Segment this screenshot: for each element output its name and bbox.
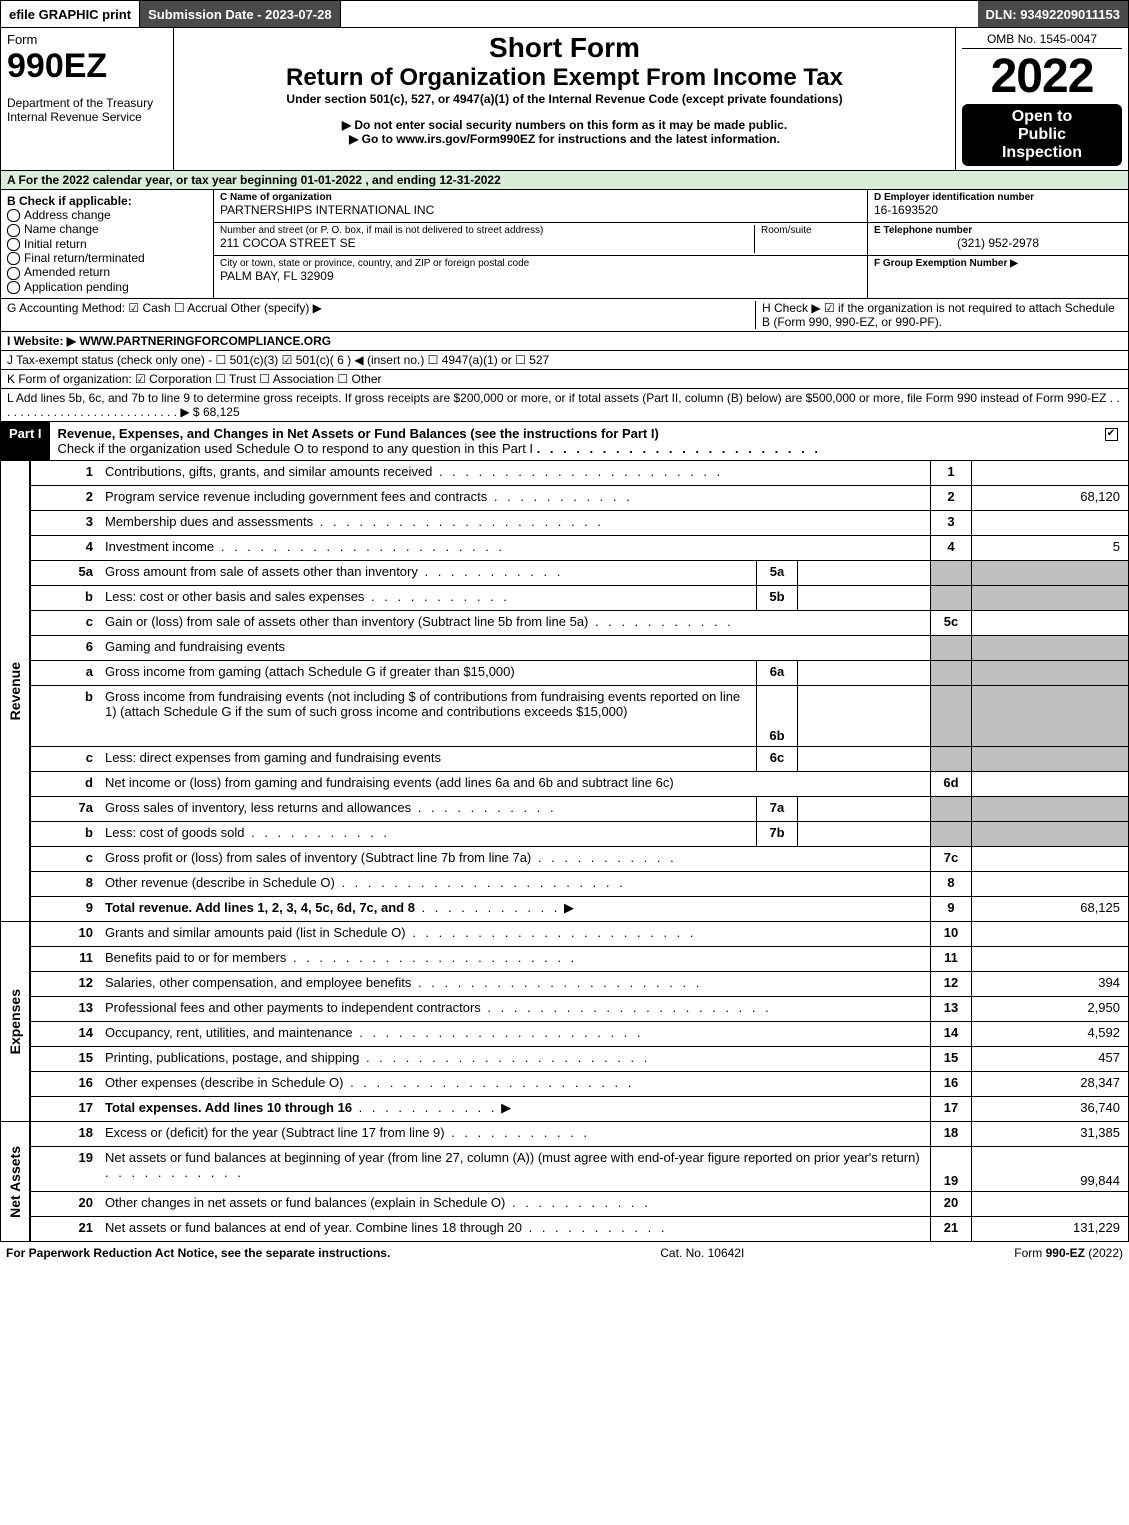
phone-value: (321) 952-2978	[874, 236, 1122, 250]
line-7b: b Less: cost of goods sold 7b	[31, 822, 1128, 847]
line-4: 4 Investment income 4 5	[31, 536, 1128, 561]
line-20: 20 Other changes in net assets or fund b…	[31, 1192, 1128, 1217]
org-name: PARTNERSHIPS INTERNATIONAL INC	[220, 203, 861, 217]
section-a-tax-year: A For the 2022 calendar year, or tax yea…	[0, 171, 1129, 190]
phone-label: E Telephone number	[874, 225, 1122, 236]
gross-receipts: L Add lines 5b, 6c, and 7b to line 9 to …	[0, 389, 1129, 422]
line-2: 2 Program service revenue including gove…	[31, 486, 1128, 511]
street-label: Number and street (or P. O. box, if mail…	[220, 225, 754, 236]
line-6d: d Net income or (loss) from gaming and f…	[31, 772, 1128, 797]
line-8: 8 Other revenue (describe in Schedule O)…	[31, 872, 1128, 897]
chk-final-return[interactable]: Final return/terminated	[24, 251, 145, 265]
footer-right: Form 990-EZ (2022)	[1014, 1246, 1123, 1260]
footer-left: For Paperwork Reduction Act Notice, see …	[6, 1246, 390, 1260]
form-number: 990EZ	[7, 47, 167, 86]
line-5c: c Gain or (loss) from sale of assets oth…	[31, 611, 1128, 636]
net-assets-side-label: Net Assets	[0, 1122, 30, 1242]
title-short-form: Short Form	[180, 32, 949, 64]
title-return: Return of Organization Exempt From Incom…	[180, 64, 949, 92]
line-9: 9 Total revenue. Add lines 1, 2, 3, 4, 5…	[31, 897, 1128, 922]
page-footer: For Paperwork Reduction Act Notice, see …	[0, 1242, 1129, 1264]
line-1: 1 Contributions, gifts, grants, and simi…	[31, 461, 1128, 486]
line-3: 3 Membership dues and assessments 3	[31, 511, 1128, 536]
tax-year: 2022	[962, 49, 1122, 104]
box-def: D Employer identification number 16-1693…	[868, 190, 1128, 298]
org-name-label: C Name of organization	[220, 192, 861, 203]
efile-print[interactable]: efile GRAPHIC print	[1, 1, 140, 27]
line-6a: a Gross income from gaming (attach Sched…	[31, 661, 1128, 686]
website-value[interactable]: I Website: ▶ WWW.PARTNERINGFORCOMPLIANCE…	[7, 334, 331, 348]
line-10: 10 Grants and similar amounts paid (list…	[31, 922, 1128, 947]
line-5a: 5a Gross amount from sale of assets othe…	[31, 561, 1128, 586]
chk-amended-return[interactable]: Amended return	[24, 265, 110, 279]
inspection-line2: Public	[966, 126, 1118, 144]
line-18: 18 Excess or (deficit) for the year (Sub…	[31, 1122, 1128, 1147]
line-5b: b Less: cost or other basis and sales ex…	[31, 586, 1128, 611]
line-14: 14 Occupancy, rent, utilities, and maint…	[31, 1022, 1128, 1047]
inspection-line3: Inspection	[966, 144, 1118, 162]
box-c: C Name of organization PARTNERSHIPS INTE…	[214, 190, 868, 298]
room-label: Room/suite	[761, 225, 861, 236]
chk-initial-return[interactable]: Initial return	[24, 237, 87, 251]
street-address: 211 COCOA STREET SE	[220, 236, 754, 250]
goto-link[interactable]: ▶ Go to www.irs.gov/Form990EZ for instru…	[180, 132, 949, 146]
schedule-b-check: H Check ▶ ☑ if the organization is not r…	[755, 301, 1122, 329]
box-b: B Check if applicable: Address change Na…	[1, 190, 214, 298]
part-1-check-text: Check if the organization used Schedule …	[58, 441, 534, 456]
form-header: Form 990EZ Department of the Treasury In…	[0, 28, 1129, 171]
omb-number: OMB No. 1545-0047	[962, 32, 1122, 49]
line-13: 13 Professional fees and other payments …	[31, 997, 1128, 1022]
part-1-title: Revenue, Expenses, and Changes in Net As…	[58, 426, 659, 441]
city-state-zip: PALM BAY, FL 32909	[220, 269, 861, 283]
inspection-line1: Open to	[966, 108, 1118, 126]
subtitle: Under section 501(c), 527, or 4947(a)(1)…	[180, 92, 949, 106]
dln: DLN: 93492209011153	[978, 1, 1128, 27]
part-1-checkbox[interactable]	[1105, 428, 1118, 441]
line-6b: b Gross income from fundraising events (…	[31, 686, 1128, 747]
accounting-method: G Accounting Method: ☑ Cash ☐ Accrual Ot…	[7, 301, 755, 329]
box-b-title: B Check if applicable:	[7, 194, 207, 208]
chk-application-pending[interactable]: Application pending	[24, 280, 129, 294]
line-19: 19 Net assets or fund balances at beginn…	[31, 1147, 1128, 1192]
line-21: 21 Net assets or fund balances at end of…	[31, 1217, 1128, 1242]
chk-name-change[interactable]: Name change	[24, 222, 99, 236]
line-11: 11 Benefits paid to or for members 11	[31, 947, 1128, 972]
submission-date: Submission Date - 2023-07-28	[140, 1, 341, 27]
line-12: 12 Salaries, other compensation, and emp…	[31, 972, 1128, 997]
row-gh: G Accounting Method: ☑ Cash ☐ Accrual Ot…	[0, 299, 1129, 332]
revenue-side-label: Revenue	[0, 461, 30, 922]
department: Department of the Treasury Internal Reve…	[7, 96, 167, 124]
form-label: Form	[7, 32, 167, 47]
expenses-side-label: Expenses	[0, 922, 30, 1122]
form-of-organization: K Form of organization: ☑ Corporation ☐ …	[0, 370, 1129, 389]
open-to-public: Open to Public Inspection	[962, 104, 1122, 166]
city-label: City or town, state or province, country…	[220, 258, 861, 269]
website-row: I Website: ▶ WWW.PARTNERINGFORCOMPLIANCE…	[0, 332, 1129, 351]
line-16: 16 Other expenses (describe in Schedule …	[31, 1072, 1128, 1097]
ein-value: 16-1693520	[874, 203, 1122, 217]
ein-label: D Employer identification number	[874, 192, 1122, 203]
line-17: 17 Total expenses. Add lines 10 through …	[31, 1097, 1128, 1122]
top-bar: efile GRAPHIC print Submission Date - 20…	[0, 0, 1129, 28]
line-6: 6 Gaming and fundraising events	[31, 636, 1128, 661]
chk-address-change[interactable]: Address change	[24, 208, 111, 222]
part-1-label: Part I	[1, 422, 50, 460]
line-15: 15 Printing, publications, postage, and …	[31, 1047, 1128, 1072]
tax-exempt-status: J Tax-exempt status (check only one) - ☐…	[0, 351, 1129, 370]
line-7c: c Gross profit or (loss) from sales of i…	[31, 847, 1128, 872]
ssn-warning: ▶ Do not enter social security numbers o…	[180, 118, 949, 132]
part-1-header: Part I Revenue, Expenses, and Changes in…	[0, 422, 1129, 461]
group-exemption-label: F Group Exemption Number ▶	[874, 258, 1122, 269]
org-info-grid: B Check if applicable: Address change Na…	[0, 190, 1129, 299]
line-6c: c Less: direct expenses from gaming and …	[31, 747, 1128, 772]
line-7a: 7a Gross sales of inventory, less return…	[31, 797, 1128, 822]
footer-cat-no: Cat. No. 10642I	[660, 1246, 744, 1260]
